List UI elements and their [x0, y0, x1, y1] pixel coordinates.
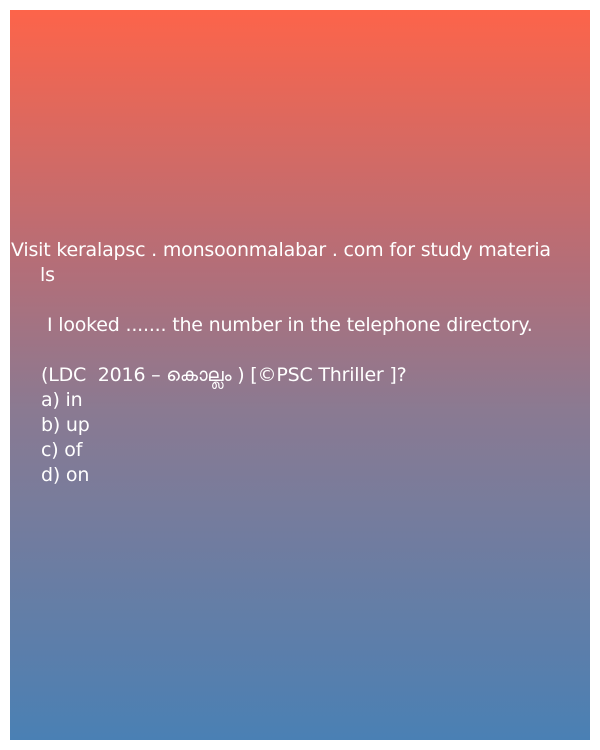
option-c: c) of [41, 439, 83, 461]
question-text: I looked ....... the number in the telep… [47, 314, 533, 336]
site-promo-line: Visit keralapsc . monsoonmalabar . com f… [11, 239, 551, 261]
option-a: a) in [41, 389, 83, 411]
spacer [10, 338, 590, 363]
site-promo-line-wrap: ls [40, 264, 55, 286]
spacer [10, 288, 590, 313]
question-source: (LDC 2016 – കൊല്ലം ) [©PSC Thriller ]? [41, 364, 407, 386]
option-d: d) on [41, 464, 90, 486]
question-card: Visit keralapsc . monsoonmalabar . com f… [10, 10, 590, 740]
option-b: b) up [41, 414, 90, 436]
question-content: Visit keralapsc . monsoonmalabar . com f… [10, 238, 590, 488]
